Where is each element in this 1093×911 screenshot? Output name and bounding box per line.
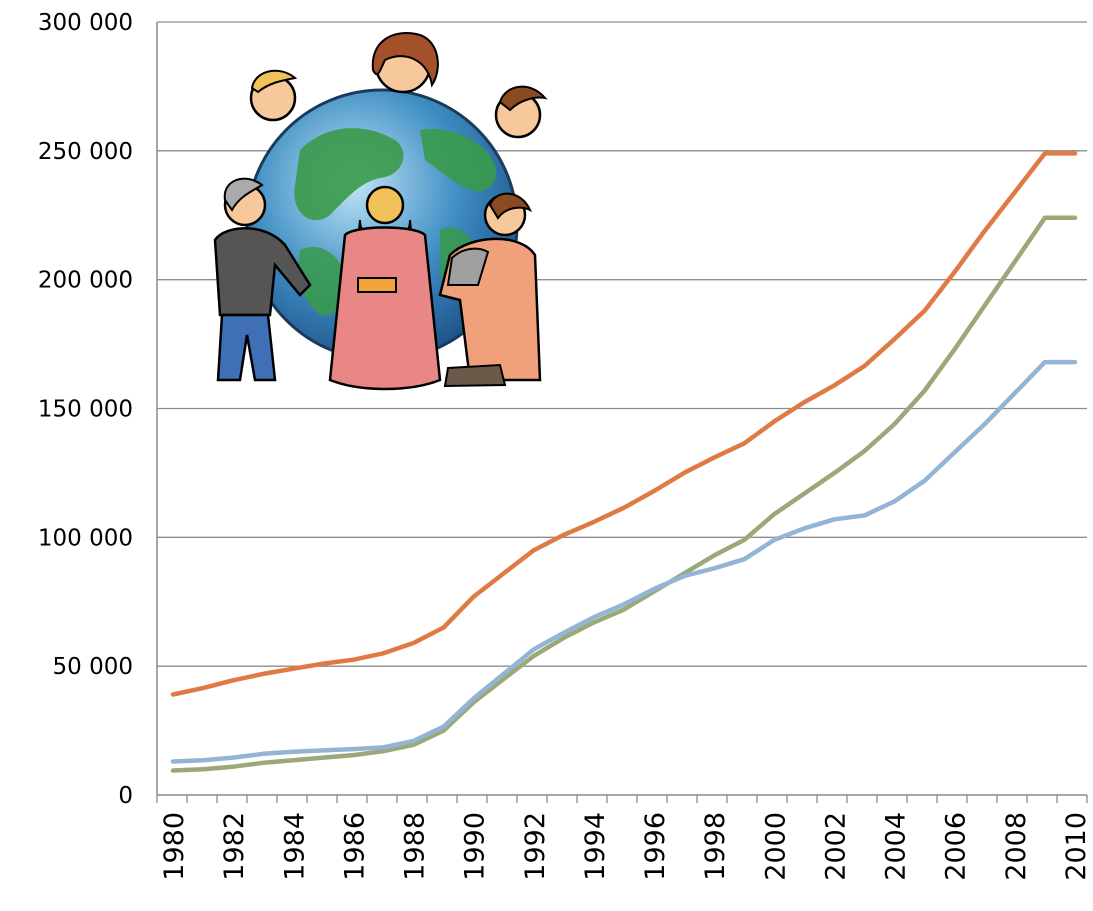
x-tick-label: 2006 [941,812,972,881]
y-tick-label: 250 000 [38,139,133,165]
x-tick-label: 2004 [881,812,912,881]
x-tick-label: 2002 [820,812,851,881]
x-tick-label: 1998 [700,812,731,881]
x-tick-label: 2000 [760,812,791,881]
x-tick-label: 1982 [219,812,250,881]
series-line-2 [170,215,1078,773]
x-tick-label: 1992 [520,812,551,881]
y-tick-label: 50 000 [53,654,133,680]
x-tick-label: 1994 [580,812,611,881]
series-lines [170,151,1078,773]
x-tick-label: 1986 [339,812,370,881]
x-axis-ticks: 1980 1982 1984 1986 1988 1990 1992 1994 1996 1998… [159,812,1092,881]
series-line-1 [170,151,1078,697]
x-axis [156,22,1088,803]
x-tick-label: 2008 [1001,812,1032,881]
x-tick-label: 2010 [1061,812,1092,881]
people-around-globe-icon [213,32,548,391]
x-tick-label: 1996 [640,812,671,881]
x-tick-label: 1988 [400,812,431,881]
y-tick-label: 0 [118,783,133,809]
y-tick-label: 150 000 [38,397,133,423]
y-tick-label: 100 000 [38,525,133,551]
x-tick-label: 1984 [279,812,310,881]
series-line-3 [170,359,1078,764]
y-tick-label: 300 000 [38,10,133,36]
y-tick-label: 200 000 [38,268,133,294]
x-tick-label: 1980 [159,812,190,881]
x-tick-label: 1990 [460,812,491,881]
y-axis-ticks: 0 50 000 100 000 150 000 200 000 250 000 300 0… [38,10,133,809]
